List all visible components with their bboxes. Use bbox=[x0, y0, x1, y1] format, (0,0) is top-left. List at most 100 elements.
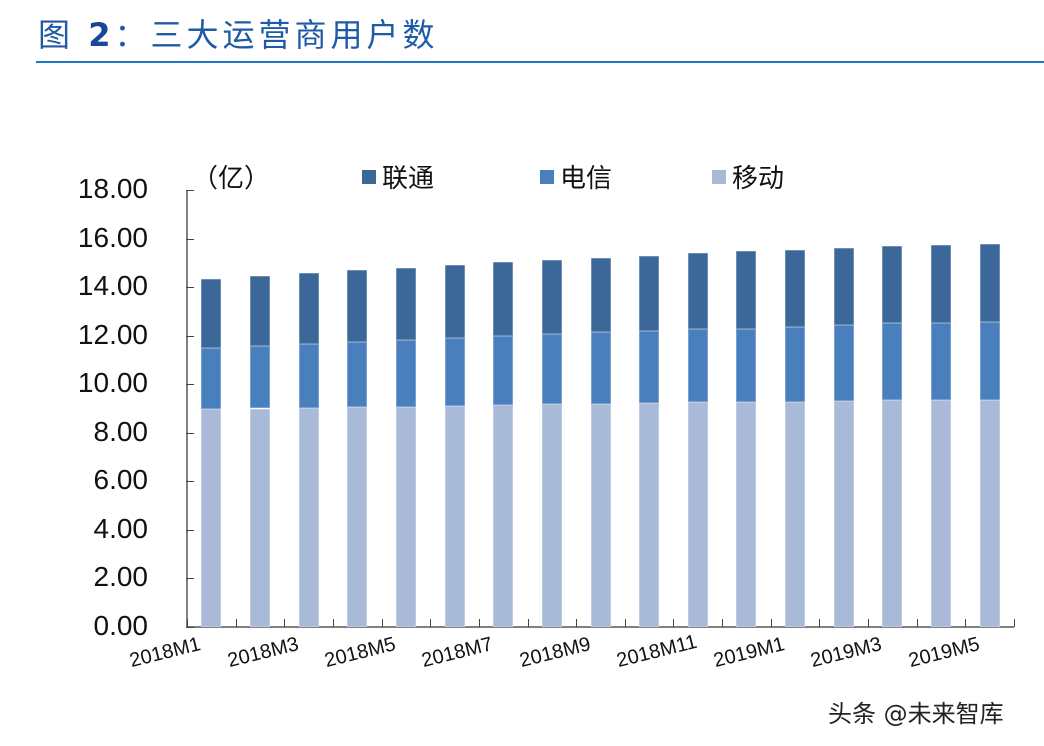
legend-label-mobile: 移动 bbox=[732, 164, 785, 194]
bar-segment bbox=[882, 400, 903, 627]
x-tick-label: 2019M1 bbox=[711, 633, 787, 673]
figure-number: 2 bbox=[88, 16, 115, 54]
x-tick-label: 2018M9 bbox=[516, 633, 593, 673]
y-tick-label: 8.00 bbox=[93, 415, 149, 447]
bar-segment bbox=[736, 328, 757, 403]
y-tick-label: 12.00 bbox=[77, 318, 148, 350]
bar-segment bbox=[298, 343, 319, 408]
x-tick-mark bbox=[819, 619, 821, 627]
bar-segment bbox=[493, 335, 514, 406]
bar-segment bbox=[444, 337, 465, 407]
legend-item-unicom: 联通 bbox=[362, 158, 434, 195]
x-tick-mark bbox=[916, 619, 918, 627]
bar-segment bbox=[639, 330, 660, 404]
x-tick-mark bbox=[770, 619, 772, 627]
bar-segment bbox=[201, 348, 222, 409]
bar-segment bbox=[590, 403, 611, 627]
legend-item-telecom: 电信 bbox=[540, 158, 612, 195]
figure-prefix: 图 bbox=[38, 16, 75, 54]
bar-segment bbox=[785, 326, 806, 402]
y-tick-mark bbox=[186, 578, 194, 580]
bar-segment bbox=[687, 329, 708, 403]
x-tick-mark bbox=[187, 619, 188, 627]
y-tick-label: 10.00 bbox=[77, 367, 148, 399]
x-tick-mark bbox=[722, 619, 724, 627]
bar-segment bbox=[833, 400, 854, 627]
x-tick-mark bbox=[673, 619, 675, 627]
bar-segment bbox=[833, 325, 854, 401]
legend-swatch-unicom bbox=[362, 169, 376, 184]
bar-segment bbox=[347, 270, 368, 342]
bar-segment bbox=[639, 403, 660, 627]
y-tick-label: 0.00 bbox=[93, 610, 149, 641]
bar-segment bbox=[590, 332, 611, 404]
bar-segment bbox=[541, 334, 562, 405]
bar-segment bbox=[493, 405, 514, 627]
legend-label-unicom: 联通 bbox=[382, 164, 435, 194]
y-tick-mark bbox=[186, 481, 194, 483]
x-tick-mark bbox=[527, 619, 529, 627]
bar-segment bbox=[347, 407, 368, 627]
y-tick-label: 2.00 bbox=[93, 561, 149, 593]
bar-segment bbox=[249, 345, 270, 409]
figure-title-text: ：三大运营商用户数 bbox=[114, 16, 439, 54]
x-tick-mark bbox=[478, 619, 480, 627]
x-tick-mark bbox=[332, 619, 334, 627]
bar-segment bbox=[249, 408, 270, 627]
x-tick-mark bbox=[965, 619, 967, 627]
x-tick-mark bbox=[284, 619, 286, 627]
bar-segment bbox=[931, 322, 952, 401]
bar-segment bbox=[201, 408, 222, 627]
y-axis bbox=[186, 190, 188, 627]
bar-segment bbox=[882, 246, 903, 324]
x-tick-label: 2018M11 bbox=[614, 630, 700, 673]
y-tick-label: 14.00 bbox=[77, 270, 148, 302]
y-tick-label: 16.00 bbox=[77, 221, 148, 253]
y-tick-mark bbox=[186, 627, 194, 628]
legend-label-telecom: 电信 bbox=[560, 164, 613, 194]
bar-segment bbox=[833, 247, 854, 326]
bar-segment bbox=[201, 279, 222, 349]
bar-segment bbox=[298, 272, 319, 344]
bar-segment bbox=[979, 400, 1000, 627]
bar-segment bbox=[541, 259, 562, 335]
x-tick-mark bbox=[430, 619, 432, 627]
bar-segment bbox=[395, 339, 416, 407]
bar-segment bbox=[347, 341, 368, 408]
bar-segment bbox=[979, 322, 1000, 400]
x-tick-label: 2019M3 bbox=[808, 633, 885, 673]
bar-segment bbox=[298, 407, 319, 627]
legend-swatch-telecom bbox=[540, 169, 554, 184]
y-tick-mark bbox=[186, 529, 194, 531]
x-tick-mark bbox=[576, 619, 578, 627]
bar-segment bbox=[931, 400, 952, 627]
y-tick-mark bbox=[186, 335, 194, 337]
x-tick-label: 2018M5 bbox=[322, 633, 398, 673]
bar-segment bbox=[785, 401, 806, 627]
y-tick-label: 4.00 bbox=[93, 512, 149, 544]
x-tick-mark bbox=[1014, 619, 1015, 627]
x-tick-label: 2018M7 bbox=[419, 633, 496, 673]
bar-segment bbox=[639, 255, 660, 331]
bar-segment bbox=[736, 402, 757, 627]
bar-segment bbox=[736, 251, 757, 329]
x-tick-label: 2019M5 bbox=[906, 633, 982, 673]
figure-title: 图 2：三大运营商用户数 bbox=[38, 10, 438, 56]
y-unit-label: （亿） bbox=[192, 164, 271, 194]
bar-segment bbox=[931, 244, 952, 323]
title-underline bbox=[36, 61, 1044, 63]
x-tick-mark bbox=[381, 619, 383, 627]
bar-segment bbox=[493, 262, 514, 336]
bar-segment bbox=[444, 406, 465, 627]
bar-segment bbox=[882, 323, 903, 401]
x-tick-mark bbox=[868, 619, 870, 627]
y-tick-label: 18.00 bbox=[77, 173, 148, 204]
y-tick-label: 6.00 bbox=[93, 464, 149, 496]
bar-segment bbox=[395, 406, 416, 627]
y-tick-mark bbox=[186, 190, 194, 191]
bar-segment bbox=[590, 257, 611, 333]
x-tick-mark bbox=[624, 619, 626, 627]
x-tick-mark bbox=[235, 619, 237, 627]
x-tick-label: 2018M3 bbox=[225, 633, 301, 673]
